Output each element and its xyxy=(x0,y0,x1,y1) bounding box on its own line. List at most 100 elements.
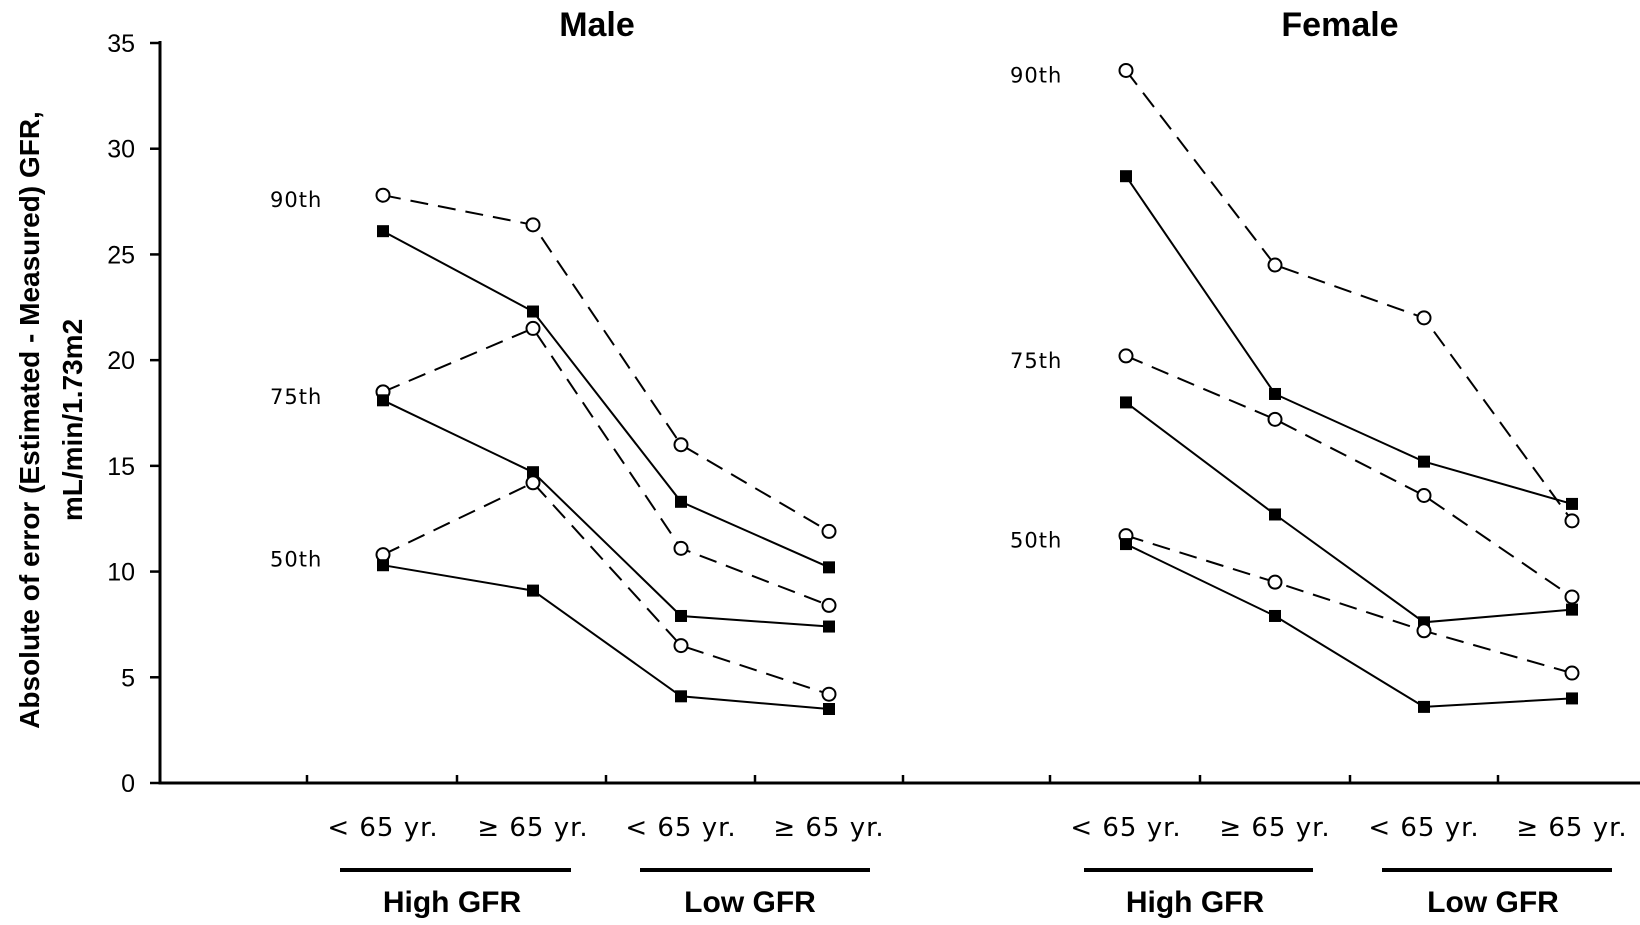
data-point-circle xyxy=(525,217,541,233)
data-point-square xyxy=(527,584,539,597)
data-point-square xyxy=(823,561,835,574)
data-point-circle xyxy=(1564,665,1580,681)
category-label: < 65 yr. xyxy=(327,813,438,843)
series-line-solid xyxy=(382,399,830,628)
panel-female xyxy=(1118,62,1580,713)
data-point-square xyxy=(1418,455,1430,468)
data-point-circle xyxy=(1267,411,1283,427)
data-point-square xyxy=(377,225,389,238)
data-point-square xyxy=(823,620,835,633)
data-point-square xyxy=(823,703,835,715)
category-label: < 65 yr. xyxy=(625,813,736,843)
panel-title: Male xyxy=(559,6,635,44)
series-line-dashed xyxy=(382,481,830,696)
category-label: ≥ 65 yr. xyxy=(1219,813,1330,843)
category-label: < 65 yr. xyxy=(1368,813,1479,843)
data-point-square xyxy=(1566,692,1578,705)
data-point-circle xyxy=(821,686,837,702)
data-point-square xyxy=(1269,387,1281,400)
percentile-label: 90th xyxy=(270,188,322,212)
percentile-75th xyxy=(1118,348,1580,629)
data-point-square xyxy=(377,394,389,407)
data-point-circle xyxy=(1267,257,1283,273)
data-point-circle xyxy=(673,638,689,654)
percentile-50th xyxy=(375,475,837,715)
data-point-circle xyxy=(1416,310,1432,326)
category-labels: 90th 75th 50th < 65 yr. ≥ 65 yr. < 65 yr. ≥ 65… xyxy=(270,63,1627,919)
plot-area xyxy=(375,62,1580,715)
series-line-solid xyxy=(1125,175,1573,505)
data-point-circle xyxy=(375,187,391,203)
percentile-90th xyxy=(375,187,837,574)
data-point-circle xyxy=(1416,487,1432,503)
y-tick-label: 0 xyxy=(121,770,135,798)
percentile-label: 75th xyxy=(270,385,322,409)
y-axis-label-line2: mL/min/1.73m2 xyxy=(57,319,88,521)
data-point-square xyxy=(527,305,539,318)
data-point-square xyxy=(1269,508,1281,521)
series-line-dashed xyxy=(1125,69,1573,522)
data-point-square xyxy=(1418,700,1430,713)
series-line-solid xyxy=(382,564,830,710)
data-point-circle xyxy=(525,475,541,491)
panel-title: Female xyxy=(1281,6,1398,44)
percentile-label: 90th xyxy=(1010,63,1062,87)
y-axis-label-line1: Absolute of error (Estimated - Measured)… xyxy=(14,111,45,729)
data-point-circle xyxy=(1118,62,1134,78)
category-label: ≥ 65 yr. xyxy=(477,813,588,843)
series-line-solid xyxy=(1125,401,1573,624)
panel-male xyxy=(375,187,837,715)
data-point-square xyxy=(675,495,687,508)
percentile-label: 50th xyxy=(270,548,322,572)
group-label: Low GFR xyxy=(684,886,816,919)
series-line-solid xyxy=(382,230,830,569)
data-point-circle xyxy=(1118,348,1134,364)
y-tick-label: 15 xyxy=(107,453,135,481)
y-tick-label: 25 xyxy=(107,241,135,269)
data-point-square xyxy=(675,609,687,622)
data-point-circle xyxy=(1267,574,1283,590)
y-tick-label: 5 xyxy=(121,664,135,692)
data-point-circle xyxy=(821,523,837,539)
series-line-solid xyxy=(1125,543,1573,708)
y-tick-label: 30 xyxy=(107,136,135,164)
data-point-circle xyxy=(1564,513,1580,529)
data-point-square xyxy=(1269,609,1281,622)
data-point-square xyxy=(377,559,389,572)
group-label: High GFR xyxy=(383,886,522,919)
group-label: High GFR xyxy=(1126,886,1265,919)
series-line-dashed xyxy=(382,194,830,533)
data-point-square xyxy=(1566,497,1578,510)
data-point-circle xyxy=(1416,623,1432,639)
y-tick-label: 10 xyxy=(107,559,135,587)
data-point-circle xyxy=(1564,589,1580,605)
y-tick-label: 35 xyxy=(107,30,135,58)
data-point-square xyxy=(1120,170,1132,183)
category-label: < 65 yr. xyxy=(1070,813,1181,843)
series-line-dashed xyxy=(1125,534,1573,675)
data-point-circle xyxy=(821,597,837,613)
y-tick-label: 20 xyxy=(107,347,135,375)
data-point-circle xyxy=(375,547,391,563)
y-axis-title: Absolute of error (Estimated - Measured)… xyxy=(14,111,88,729)
data-point-circle xyxy=(673,437,689,453)
data-point-square xyxy=(1120,538,1132,551)
data-point-square xyxy=(1566,603,1578,616)
data-point-square xyxy=(527,466,539,479)
axes: 0 5 10 15 20 25 30 35 xyxy=(107,30,1640,798)
data-point-circle xyxy=(673,540,689,556)
category-label: ≥ 65 yr. xyxy=(1516,813,1627,843)
data-point-circle xyxy=(525,320,541,336)
panel-titles: Male Female xyxy=(559,6,1398,44)
percentile-label: 75th xyxy=(1010,349,1062,373)
percentile-90th xyxy=(1118,62,1580,529)
percentile-label: 50th xyxy=(1010,529,1062,553)
percentile-75th xyxy=(375,320,837,633)
series-line-dashed xyxy=(1125,354,1573,598)
group-label: Low GFR xyxy=(1427,886,1559,919)
percentile-50th xyxy=(1118,528,1580,713)
category-label: ≥ 65 yr. xyxy=(773,813,884,843)
data-point-square xyxy=(675,690,687,703)
data-point-square xyxy=(1120,396,1132,409)
